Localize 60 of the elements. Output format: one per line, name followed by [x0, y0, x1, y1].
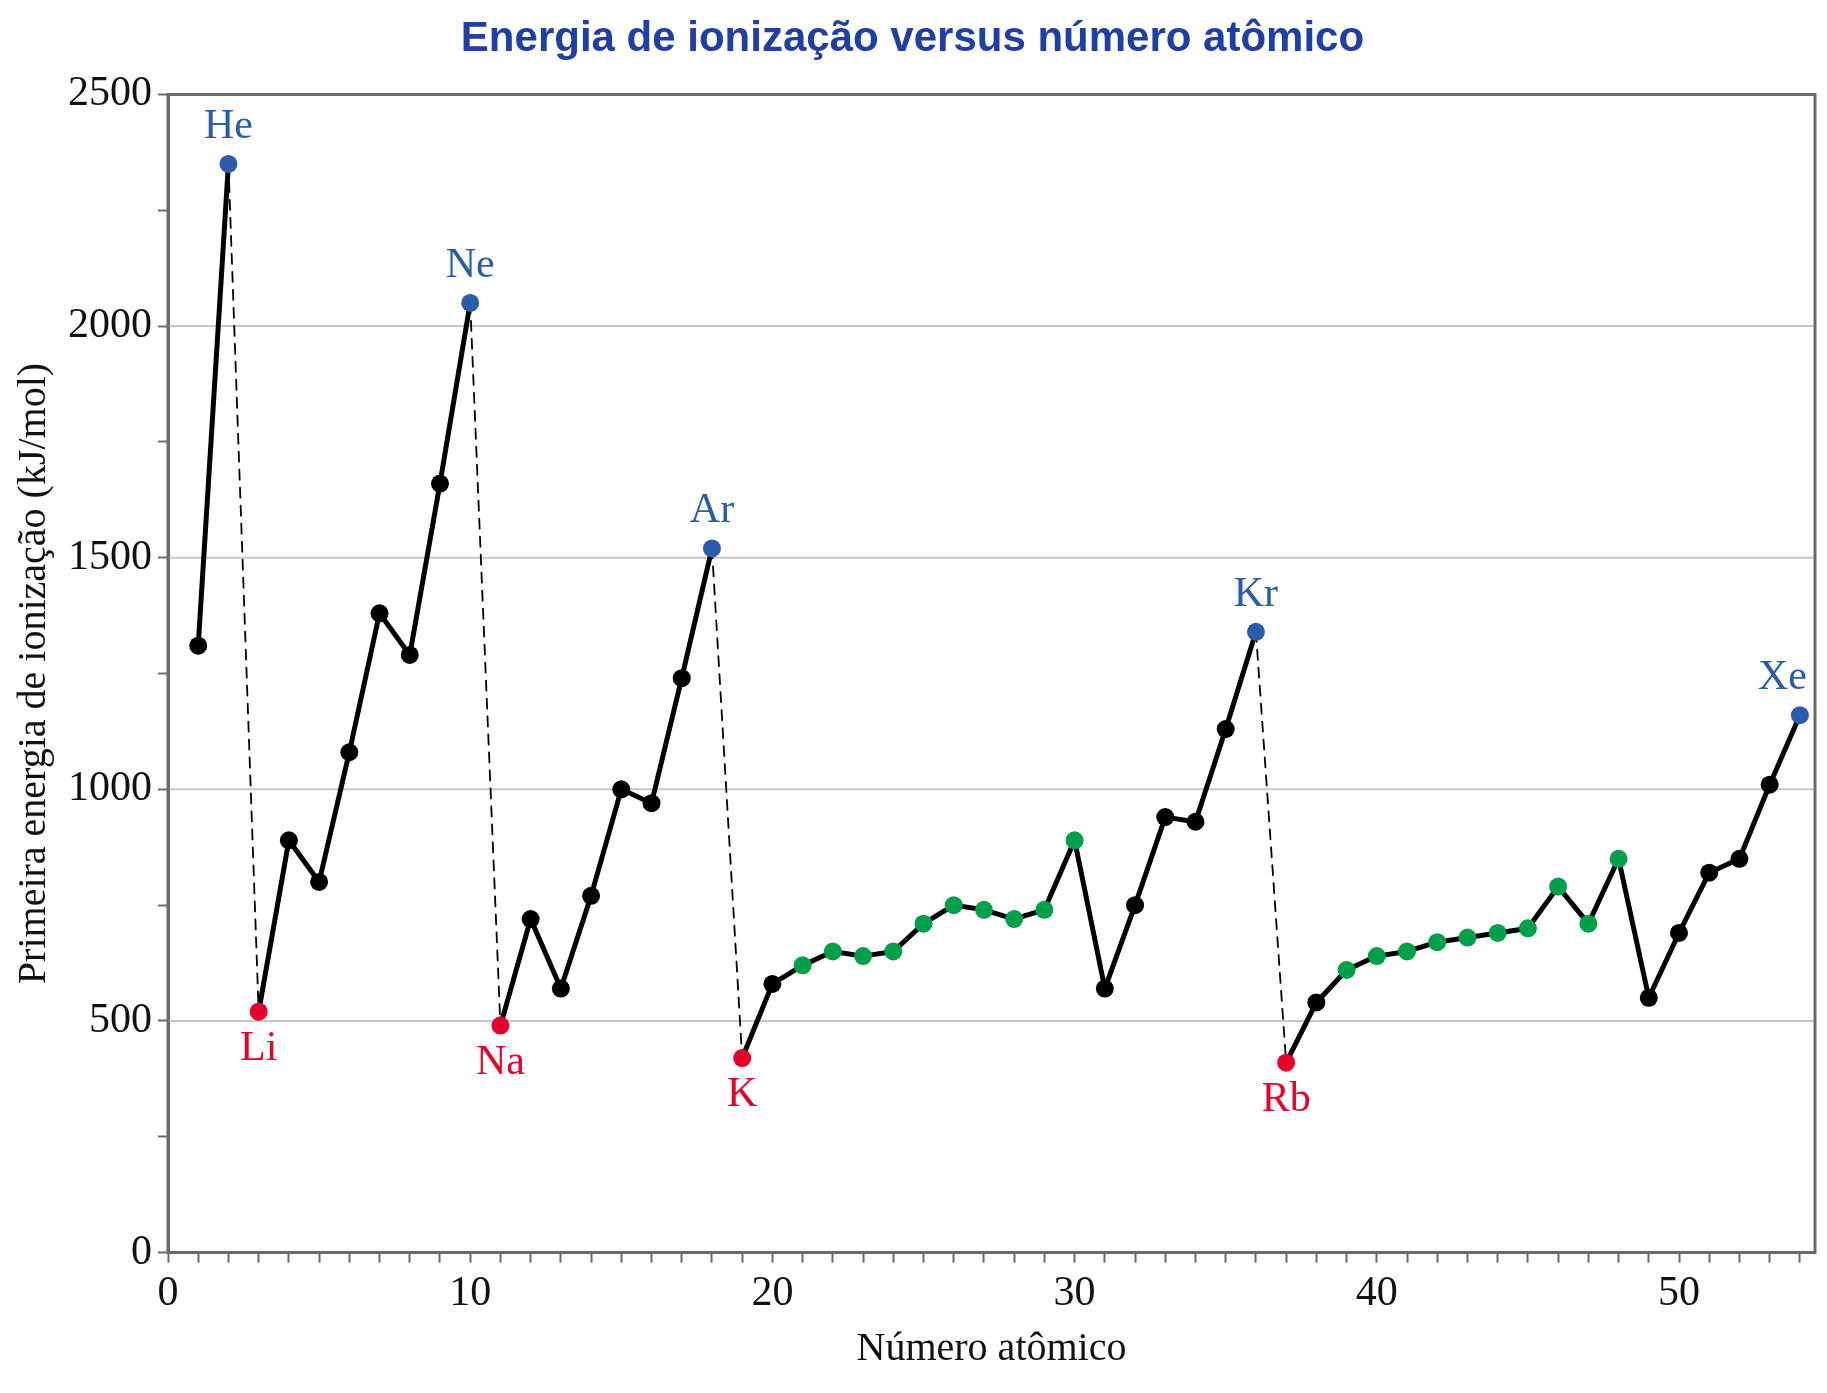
x-tick-label: 10: [449, 1267, 492, 1314]
point: [914, 914, 933, 933]
y-tick-label: 0: [131, 1226, 152, 1273]
point: [672, 669, 691, 688]
annotation: Li: [240, 1022, 278, 1069]
point: [733, 1049, 752, 1068]
point: [1579, 914, 1598, 933]
point: [1065, 831, 1084, 850]
y-tick-label: 2000: [68, 300, 152, 347]
point: [1488, 923, 1507, 942]
point: [219, 154, 238, 173]
y-tick-label: 1000: [68, 763, 152, 810]
x-tick-label: 50: [1658, 1267, 1701, 1314]
annotation: Kr: [1233, 568, 1279, 615]
x-axis-title: Número atômico: [856, 1323, 1127, 1369]
point: [1428, 933, 1447, 952]
point: [944, 896, 963, 915]
annotation: Ar: [689, 485, 735, 532]
point: [1458, 928, 1477, 947]
chart-title: Energia de ionização versus número atômico: [460, 12, 1365, 60]
point: [430, 474, 449, 493]
point: [823, 942, 842, 961]
point: [1277, 1053, 1296, 1072]
y-tick-label: 2500: [68, 68, 152, 115]
point: [370, 604, 389, 623]
point: [310, 872, 329, 891]
point: [974, 900, 993, 919]
point: [279, 831, 298, 850]
point: [854, 947, 873, 966]
point: [1035, 900, 1054, 919]
point: [884, 942, 903, 961]
point: [1518, 919, 1537, 938]
x-tick-label: 30: [1053, 1267, 1096, 1314]
x-tick-label: 20: [751, 1267, 794, 1314]
point: [521, 910, 540, 929]
annotation: Na: [475, 1036, 526, 1083]
point: [400, 645, 419, 664]
annotation: Ne: [445, 239, 495, 286]
point: [491, 1016, 510, 1035]
y-tick-label: 1500: [68, 531, 152, 578]
point: [1549, 877, 1568, 896]
point: [340, 743, 359, 762]
point: [642, 794, 661, 813]
annotation: Xe: [1758, 652, 1808, 699]
annotation: He: [203, 100, 253, 147]
x-tick-label: 40: [1355, 1267, 1398, 1314]
point: [1005, 910, 1024, 929]
annotation: Rb: [1261, 1073, 1311, 1120]
point: [1367, 947, 1386, 966]
y-tick-label: 500: [89, 994, 152, 1041]
point: [1337, 961, 1356, 979]
point: [612, 780, 631, 799]
point: [1398, 942, 1417, 961]
point: [582, 886, 601, 905]
point: [551, 979, 570, 998]
y-axis-title: Primeira energia de ionização (kJ/mol): [8, 362, 54, 985]
annotation: K: [727, 1069, 758, 1116]
point: [249, 1002, 268, 1021]
point: [1609, 849, 1628, 868]
point: [793, 956, 812, 975]
